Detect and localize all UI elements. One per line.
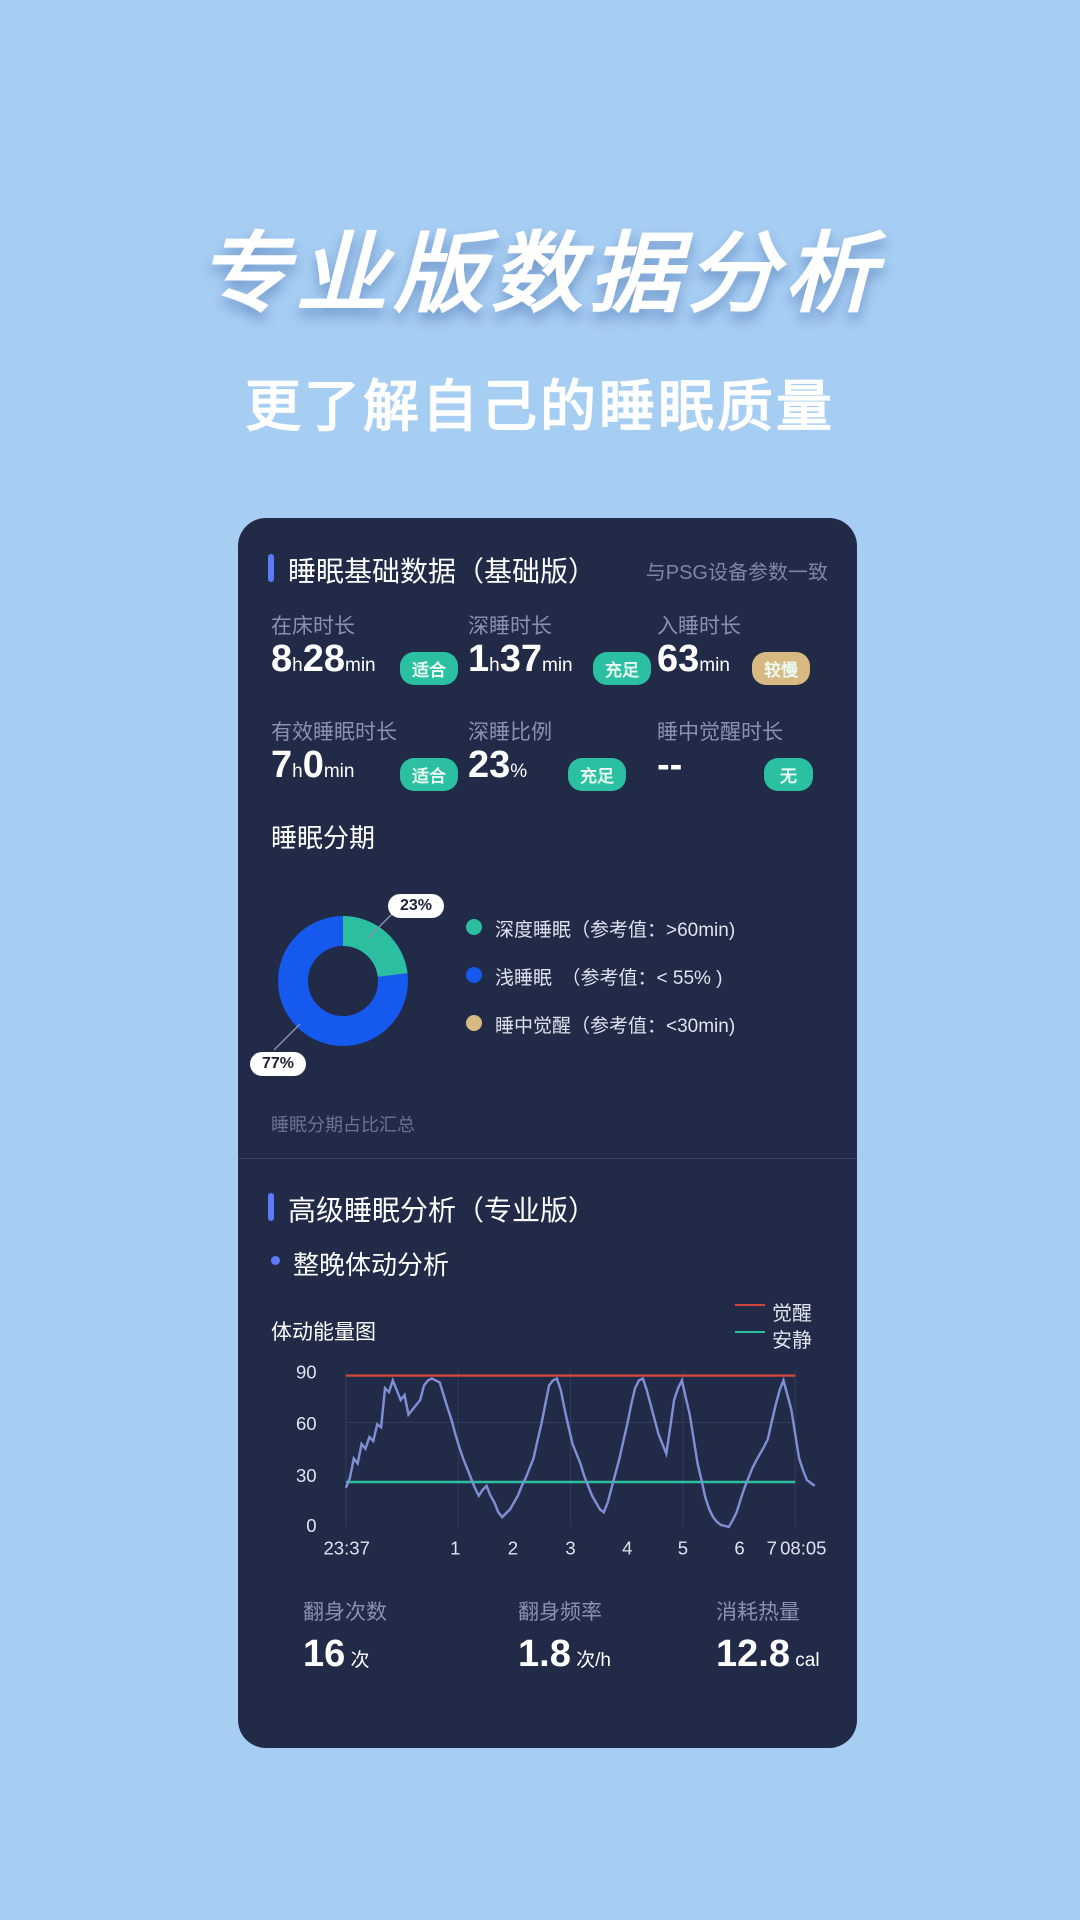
svg-text:30: 30 [296,1465,317,1486]
svg-text:4: 4 [622,1537,632,1558]
svg-text:0: 0 [306,1515,316,1536]
svg-text:6: 6 [734,1537,744,1558]
svg-text:1: 1 [450,1537,460,1558]
svg-text:90: 90 [296,1361,317,1382]
svg-text:5: 5 [678,1537,688,1558]
svg-text:3: 3 [565,1537,575,1558]
svg-text:23:37: 23:37 [323,1537,369,1558]
svg-text:2: 2 [508,1537,518,1558]
svg-text:7: 7 [767,1537,777,1558]
svg-text:60: 60 [296,1413,317,1434]
svg-text:08:05: 08:05 [780,1537,826,1558]
